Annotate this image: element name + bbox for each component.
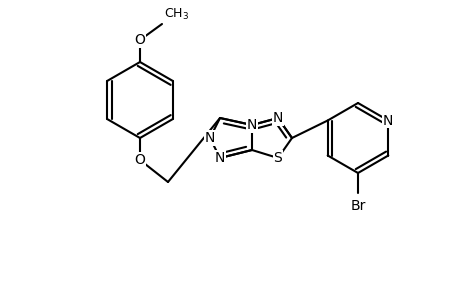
Text: CH$_3$: CH$_3$ xyxy=(164,7,189,22)
Text: Br: Br xyxy=(350,199,365,213)
Text: N: N xyxy=(214,151,225,165)
Text: O: O xyxy=(134,153,145,167)
Text: N: N xyxy=(246,118,257,132)
Text: S: S xyxy=(273,151,282,165)
Text: O: O xyxy=(134,33,145,47)
Text: N: N xyxy=(204,131,215,145)
Text: N: N xyxy=(272,111,283,125)
Text: N: N xyxy=(382,113,392,128)
